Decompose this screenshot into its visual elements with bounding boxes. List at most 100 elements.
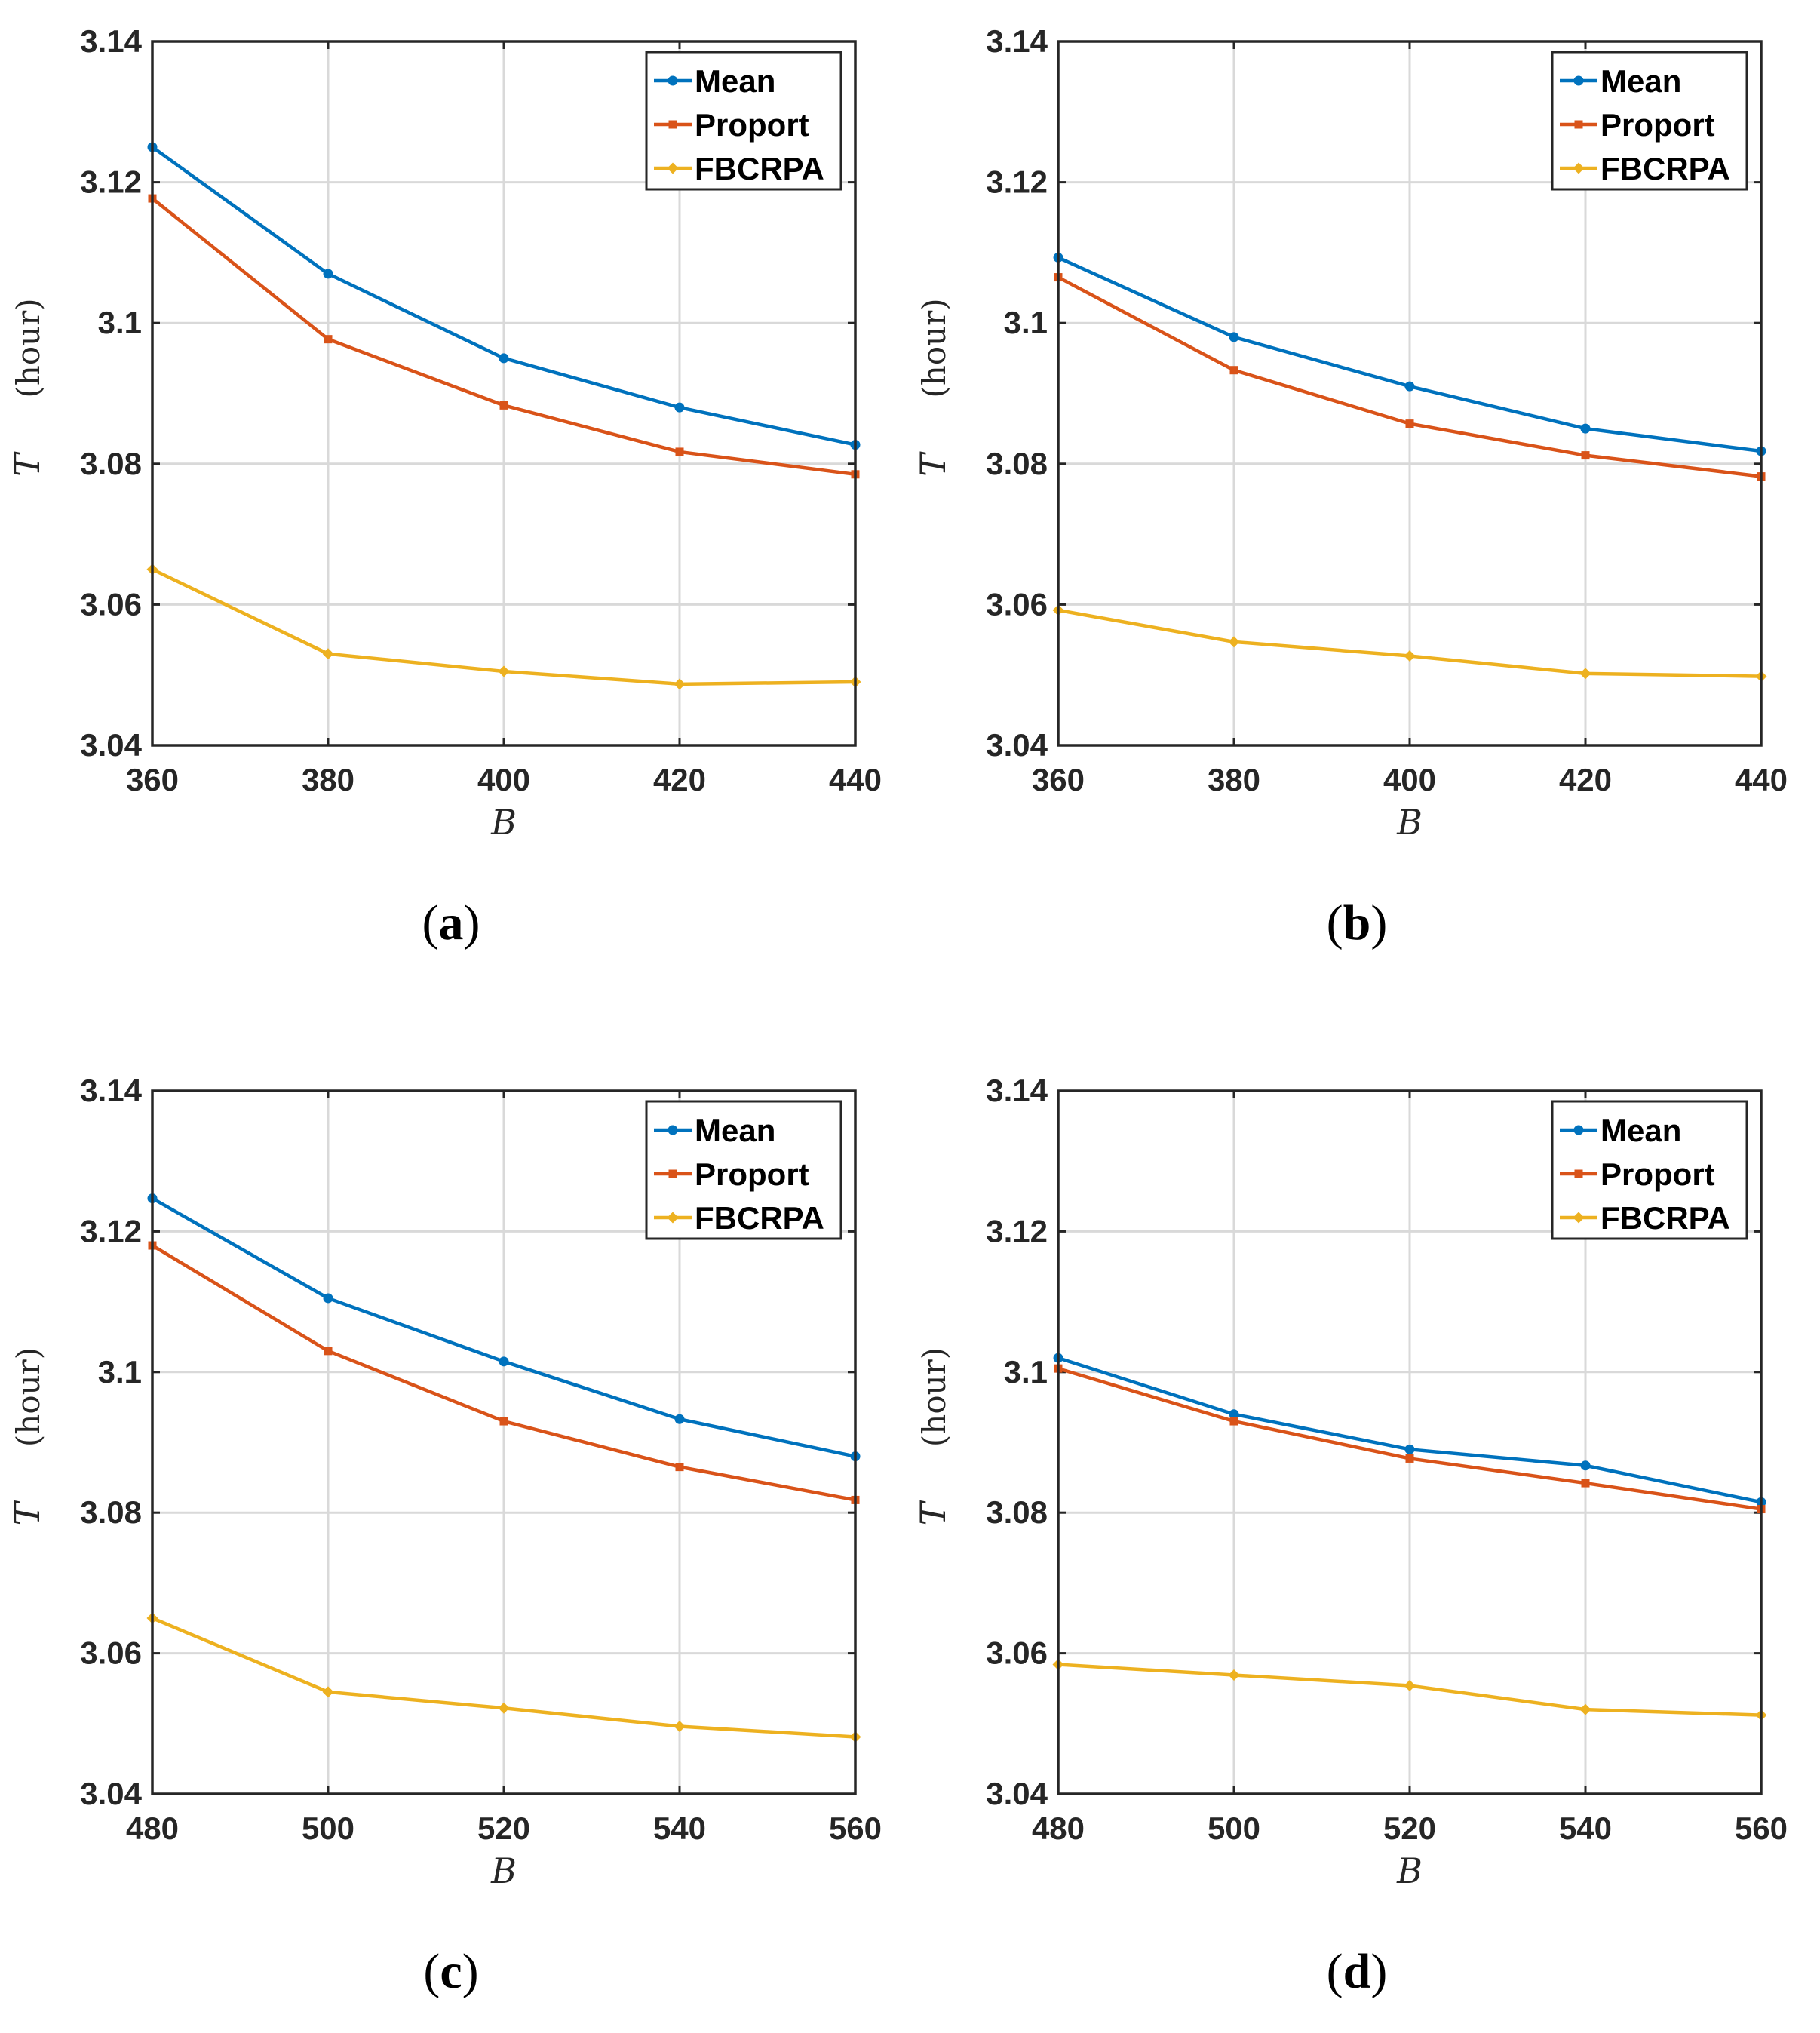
y-axis-label-symbol: T [913, 451, 953, 477]
legend: Mean Proport FBCRPA [645, 51, 842, 191]
legend-label: Mean [1601, 1113, 1681, 1148]
caption-letter: b [1343, 895, 1371, 950]
y-axis-label-unit: (hour) [10, 1347, 47, 1447]
x-tick-label: 360 [126, 762, 179, 797]
y-axis-label-symbol: T [913, 1500, 953, 1525]
y-tick-label: 3.06 [80, 1635, 142, 1671]
legend-marker [1573, 162, 1585, 174]
legend-item-proport: Proport [654, 1156, 809, 1192]
y-axis-label: T (hour) [7, 298, 48, 476]
data-point-mean [1229, 1409, 1239, 1420]
x-axis-label: B [490, 802, 517, 843]
legend-box [1551, 1100, 1748, 1240]
x-tick-label: 520 [477, 1810, 530, 1846]
axes-box [151, 1089, 857, 1795]
x-tick-label: 540 [1559, 1810, 1612, 1846]
caption-letter: c [440, 1944, 462, 1999]
legend-marker [1574, 1169, 1583, 1178]
data-point-mean [323, 1293, 333, 1304]
chart-panel-c: 480 500 520 540 560 3.04 3.06 3.08 3.1 3.12 3.14 B T… [7, 1073, 882, 1999]
legend-item-fbcrpa: FBCRPA [1560, 151, 1730, 186]
chart-panel-b: 360 380 400 420 440 3.04 3.06 3.08 3.1 3.12 3.14 B T… [913, 23, 1788, 950]
legend-item-mean: Mean [654, 1113, 775, 1148]
data-point-fbcrpa [1579, 1703, 1591, 1715]
legend-marker [1573, 75, 1584, 86]
y-axis-label-unit: (hour) [10, 298, 47, 398]
legend-label: Proport [695, 107, 809, 143]
legend-item-fbcrpa: FBCRPA [1560, 1200, 1730, 1236]
x-axis-label: B [1396, 802, 1423, 843]
legend-label: FBCRPA [1601, 1200, 1730, 1236]
y-tick-label: 3.1 [1004, 1354, 1048, 1390]
legend: Mean Proport FBCRPA [1551, 1100, 1748, 1240]
data-point-proport [1405, 419, 1414, 428]
x-tick-label: 480 [1032, 1810, 1085, 1846]
data-point-mean [1404, 1444, 1415, 1454]
data-point-proport [1229, 1417, 1238, 1426]
legend-item-mean: Mean [1560, 63, 1681, 99]
legend-label: FBCRPA [695, 1200, 824, 1236]
data-point-proport [1405, 1454, 1414, 1463]
caption-close: ) [1370, 1944, 1387, 1999]
data-point-proport [324, 335, 333, 344]
legend-box [1551, 51, 1748, 191]
caption-open: ( [1327, 895, 1343, 950]
y-tick-label: 3.12 [80, 1213, 142, 1248]
data-point-proport [1581, 451, 1590, 460]
x-axis-label: B [1396, 1850, 1423, 1891]
y-tick-label: 3.1 [98, 1354, 142, 1390]
x-tick-label: 400 [477, 762, 530, 797]
y-tick-label: 3.12 [986, 1213, 1048, 1248]
legend-item-proport: Proport [1560, 107, 1715, 143]
y-axis-label: T (hour) [913, 298, 953, 476]
y-tick-label: 3.08 [80, 446, 142, 481]
y-tick-label: 3.08 [80, 1494, 142, 1530]
data-point-mean [1580, 1460, 1591, 1471]
y-tick-label: 3.06 [986, 1635, 1048, 1671]
x-tick-label: 380 [1208, 762, 1260, 797]
data-point-fbcrpa [1404, 1679, 1416, 1691]
legend-label: Proport [1601, 1156, 1715, 1192]
caption-open: ( [1327, 1944, 1343, 1999]
data-point-proport [499, 1417, 508, 1426]
panel-caption: (c) [423, 1944, 478, 1999]
legend-item-mean: Mean [654, 63, 775, 99]
data-point-proport [1229, 366, 1238, 375]
data-point-mean [674, 1414, 685, 1424]
legend-item-proport: Proport [1560, 1156, 1715, 1192]
caption-letter: d [1343, 1944, 1371, 1999]
data-point-fbcrpa [1228, 1669, 1240, 1681]
y-axis-label-unit: (hour) [916, 1347, 953, 1447]
caption-close: ) [464, 895, 480, 950]
data-point-fbcrpa [322, 1686, 334, 1698]
chart-panel-a: 360 380 400 420 440 3.04 3.06 3.08 3.1 3.12 3.14 B T… [7, 23, 882, 950]
legend-marker [1574, 120, 1583, 129]
x-tick-label: 380 [302, 762, 354, 797]
legend-marker [667, 162, 679, 174]
y-tick-label: 3.04 [986, 1776, 1048, 1811]
legend-item-mean: Mean [1560, 1113, 1681, 1148]
y-tick-label: 3.14 [986, 23, 1048, 59]
data-point-mean [499, 1356, 509, 1367]
legend-label: FBCRPA [1601, 151, 1730, 186]
axes-box [1057, 40, 1763, 747]
y-axis-label: T (hour) [913, 1347, 953, 1525]
legend-marker [668, 1125, 678, 1135]
data-point-mean [323, 269, 333, 279]
y-tick-label: 3.06 [986, 586, 1048, 622]
legend-label: Proport [1601, 107, 1715, 143]
data-point-fbcrpa [674, 1721, 686, 1733]
y-tick-label: 3.04 [80, 727, 142, 763]
x-axis-label: B [490, 1850, 517, 1891]
x-tick-label: 360 [1032, 762, 1085, 797]
y-tick-label: 3.08 [986, 446, 1048, 481]
data-point-proport [499, 401, 508, 410]
x-tick-label: 480 [126, 1810, 179, 1846]
legend-label: Mean [695, 63, 775, 99]
caption-letter: a [439, 895, 464, 950]
legend-label: Mean [1601, 63, 1681, 99]
y-tick-label: 3.14 [80, 23, 142, 59]
y-tick-label: 3.14 [80, 1073, 142, 1108]
data-point-mean [1404, 381, 1415, 392]
chart-panel-d: 480 500 520 540 560 3.04 3.06 3.08 3.1 3.12 3.14 B T… [913, 1073, 1788, 1999]
